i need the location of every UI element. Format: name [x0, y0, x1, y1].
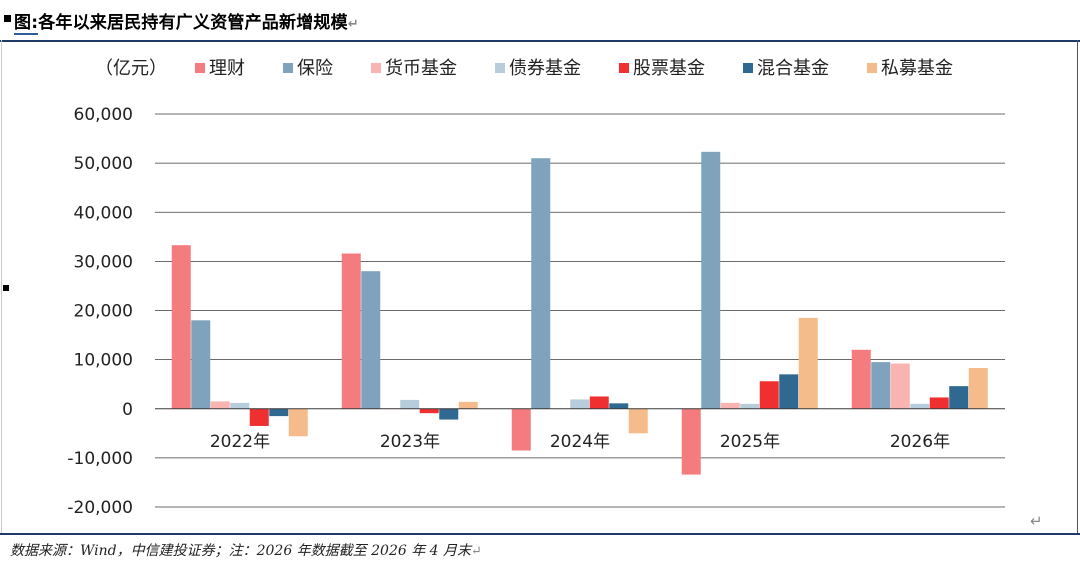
chart-title: 图:各年以来居民持有广义资管产品新增规模↵ — [14, 8, 359, 35]
bar — [230, 402, 250, 409]
bar — [890, 363, 910, 409]
bar — [288, 408, 308, 437]
title-bar: 图:各年以来居民持有广义资管产品新增规模↵ — [0, 0, 1080, 42]
legend-swatch — [867, 63, 877, 73]
bar — [949, 386, 969, 409]
y-tick-label: 10,000 — [74, 351, 133, 371]
legend-label: 债券基金 — [509, 58, 581, 79]
bar — [570, 399, 590, 409]
legend-swatch — [743, 63, 753, 73]
y-tick-label: 20,000 — [74, 302, 133, 322]
bar-chart: （亿元） 理财 保险 货币基金 债券基金 股票基金 混合基金 私募基金 60,000 50,000… — [67, 58, 1005, 518]
bullet-icon — [4, 15, 11, 22]
bar — [759, 381, 779, 409]
y-tick-label: 30,000 — [74, 252, 133, 272]
y-tick-label: 0 — [122, 400, 133, 420]
bar — [439, 408, 459, 420]
paragraph-mark-icon: ↵ — [347, 17, 359, 32]
title-label: 各年以来居民持有广义资管产品新增规模 — [38, 13, 348, 33]
x-category-label: 2023年 — [380, 432, 440, 452]
legend-label: 混合基金 — [757, 58, 829, 79]
bar — [910, 403, 930, 409]
bar — [740, 403, 760, 409]
y-tick-label: 40,000 — [74, 203, 133, 223]
source-note: 数据来源：Wind，中信建投证券；注：2026 年数据截至 2026 年 4 月… — [10, 540, 482, 560]
legend-label: 货币基金 — [385, 58, 457, 79]
bar — [609, 403, 629, 409]
legend-label: 保险 — [297, 58, 333, 79]
y-tick-label: -10,000 — [67, 449, 133, 469]
bar — [851, 349, 871, 409]
legend-label: 股票基金 — [633, 58, 705, 79]
legend-swatch — [371, 63, 381, 73]
bar — [681, 408, 701, 475]
bar — [798, 317, 818, 409]
bar — [419, 408, 439, 414]
bar — [171, 245, 191, 409]
x-category-label: 2026年 — [890, 432, 950, 452]
paragraph-mark-icon: ↵ — [471, 544, 482, 559]
bar — [720, 402, 740, 409]
bar — [701, 151, 721, 409]
y-tick-label: 60,000 — [74, 105, 133, 125]
legend-swatch — [495, 63, 505, 73]
right-border — [1077, 40, 1078, 534]
y-tick-label: -20,000 — [67, 498, 133, 518]
legend-swatch — [619, 63, 629, 73]
left-border — [1, 40, 2, 534]
y-tick-label: 50,000 — [74, 154, 133, 174]
bar — [968, 367, 988, 409]
legend-swatch — [195, 63, 205, 73]
bar — [249, 408, 269, 426]
legend-label: 理财 — [209, 58, 245, 79]
unit-label: （亿元） — [95, 58, 167, 79]
bar — [589, 396, 609, 409]
legend-swatch — [283, 63, 293, 73]
paragraph-mark-icon: ↵ — [1030, 512, 1043, 530]
bar — [929, 397, 949, 409]
x-category-label: 2025年 — [720, 432, 780, 452]
bar — [779, 374, 799, 409]
footer-divider — [0, 533, 1080, 535]
x-category-label: 2022年 — [210, 432, 270, 452]
bar — [871, 362, 891, 409]
bar — [361, 271, 381, 409]
bar — [191, 320, 211, 409]
source-text: 数据来源：Wind，中信建投证券；注：2026 年数据截至 2026 年 4 月… — [10, 543, 472, 559]
bar — [458, 401, 478, 409]
bar — [628, 408, 648, 434]
bar — [341, 253, 361, 409]
legend-label: 私募基金 — [881, 58, 953, 79]
bar — [269, 408, 289, 417]
bar — [531, 158, 551, 409]
bar — [400, 399, 420, 409]
x-category-label: 2024年 — [550, 432, 610, 452]
side-bullet-icon — [3, 285, 9, 291]
bar — [210, 401, 230, 409]
title-tag: 图: — [14, 13, 39, 35]
bar — [511, 408, 531, 451]
